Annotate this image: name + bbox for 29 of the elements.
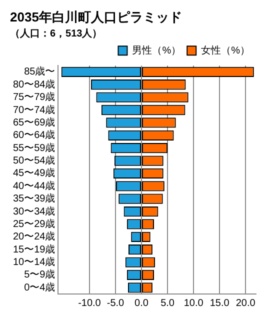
x-tick-label: 20.0 [236,298,256,309]
y-tick-label: 5〜9歳 [24,268,56,281]
x-tick-label: -10.0 [78,298,102,309]
legend-label: 女性（%） [201,44,250,56]
x-tick-label: 10.0 [184,298,204,309]
x-tick-label: 0.0 [134,298,149,309]
y-tick-label: 50〜54歳 [12,154,56,167]
y-tick-label: 30〜34歳 [12,205,56,218]
y-tick-label: 70〜74歳 [12,104,56,116]
y-tick-label: 65〜69歳 [12,116,56,128]
y-tick-label: 0〜4歳 [24,281,56,294]
y-tick-label: 55〜59歳 [12,142,56,154]
y-tick-label: 40〜44歳 [12,180,56,192]
chart-subtitle: （人口：6，513人） [10,27,102,40]
y-tick-label: 10〜14歳 [12,256,56,268]
y-tick-label: 85歳〜 [24,66,56,78]
y-tick-label: 20〜24歳 [12,230,56,243]
x-tick-label: 5.0 [160,298,175,309]
y-tick-label: 45〜49歳 [12,167,56,180]
x-tick-label: 15.0 [210,298,230,309]
y-tick-label: 60〜64歳 [12,129,56,142]
legend-label: 男性（%） [132,44,182,56]
y-tick-label: 35〜39歳 [12,192,56,205]
y-tick-label: 25〜29歳 [12,218,56,230]
y-tick-label: 15〜19歳 [12,243,56,256]
chart-title: 2035年白川町人口ピラミッド [10,9,182,24]
y-tick-label: 75〜79歳 [12,91,56,104]
y-tick-label: 80〜84歳 [12,78,56,90]
x-tick-label: -5.0 [106,298,125,309]
